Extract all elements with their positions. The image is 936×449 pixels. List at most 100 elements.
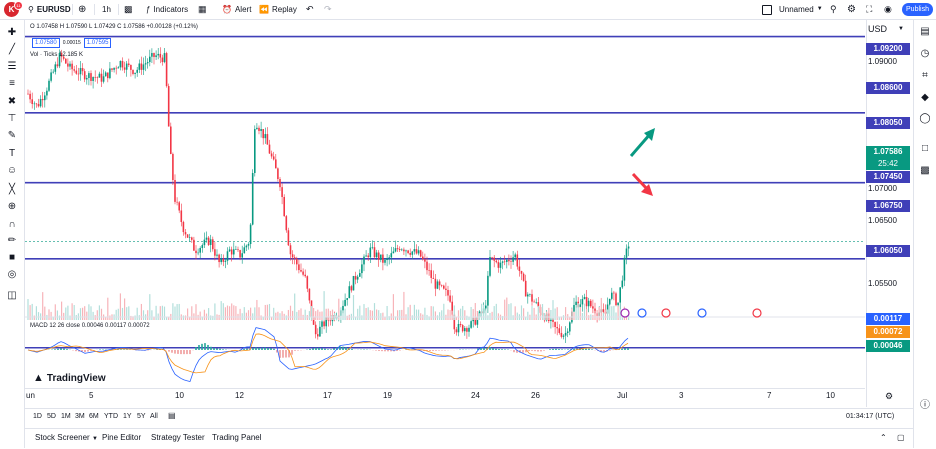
range-all-button[interactable]: All — [150, 413, 158, 420]
volume-bar — [128, 306, 129, 320]
candle-body — [183, 222, 185, 232]
volume-bar — [363, 304, 364, 320]
settings-gear-icon[interactable]: ⚙ — [847, 3, 856, 16]
tab-strategy-tester[interactable]: Strategy Tester — [151, 433, 205, 442]
utc-clock[interactable]: 01:34:17 (UTC) — [846, 413, 894, 420]
zoom-in-icon[interactable]: ⊕ — [6, 201, 18, 213]
range-3m-button[interactable]: 3M — [75, 413, 85, 420]
camera-icon[interactable]: ◉ — [884, 3, 892, 16]
layers-icon[interactable]: ◆ — [919, 92, 931, 104]
eye-icon[interactable]: ◎ — [6, 269, 18, 281]
macd-histogram-bar — [252, 348, 254, 350]
trash-icon[interactable]: ◫ — [6, 290, 18, 302]
volume-bar — [313, 308, 314, 320]
economic-event-marker[interactable] — [698, 309, 706, 317]
macd-histogram-bar — [174, 350, 176, 354]
lock-icon[interactable]: ■ — [6, 252, 18, 264]
volume-bar — [412, 315, 413, 320]
price-chart-canvas[interactable] — [25, 20, 865, 407]
range-5d-button[interactable]: 5D — [47, 413, 56, 420]
ruler-icon[interactable]: ╳ — [6, 184, 18, 196]
undo-icon[interactable]: ↶ — [306, 3, 314, 16]
candle-body — [374, 247, 376, 257]
symbol-search-button[interactable]: ⚲ EURUSD — [28, 3, 71, 16]
fullscreen-icon[interactable]: ⛶ — [866, 3, 872, 16]
interval-button[interactable]: 1h — [102, 3, 111, 16]
candle-body — [92, 77, 94, 81]
pencil-lock-icon[interactable]: ✏ — [6, 235, 18, 247]
maximize-panel-icon[interactable]: ▢ — [897, 433, 905, 442]
macd-histogram-bar — [312, 348, 314, 350]
candle-body — [260, 129, 262, 131]
economic-event-marker[interactable] — [753, 309, 761, 317]
range-6m-button[interactable]: 6M — [89, 413, 99, 420]
ideas-lightbulb-icon[interactable]: ◯ — [919, 113, 931, 125]
magnet-icon[interactable]: ∩ — [6, 219, 18, 231]
templates-icon[interactable]: ▦ — [198, 3, 207, 16]
volume-bar — [487, 315, 488, 320]
trend-line-icon[interactable]: ╱ — [6, 44, 18, 56]
candle-body — [31, 99, 33, 104]
candle-body — [508, 260, 510, 261]
candle-body — [36, 104, 38, 105]
horizontal-lines-icon[interactable]: ☰ — [6, 61, 18, 73]
macd-histogram-bar — [624, 348, 626, 350]
brush-icon[interactable]: ✎ — [6, 130, 18, 142]
economic-event-marker[interactable] — [662, 309, 670, 317]
macd-histogram-bar — [492, 348, 494, 350]
drawing-toolbar: ✚ ╱ ☰ ≡ ✖ ⊤ ✎ T ☺ ╳ ⊕ ∩ ✏ ■ ◎ ◫ — [0, 20, 25, 448]
alert-button[interactable]: ⏰ Alert — [222, 3, 251, 16]
bid-price[interactable]: 1.07580 — [32, 38, 60, 48]
range-ytd-button[interactable]: YTD — [104, 413, 118, 420]
compare-symbol-icon[interactable]: ⊕ — [78, 3, 86, 16]
range-1m-button[interactable]: 1M — [61, 413, 71, 420]
fib-retracement-icon[interactable]: ≡ — [6, 78, 18, 90]
crosshair-icon[interactable]: ✚ — [6, 27, 18, 39]
redo-icon[interactable]: ↷ — [324, 3, 332, 16]
macd-histogram-bar — [495, 349, 497, 350]
layout-menu-button[interactable]: Unnamed ▼ — [762, 3, 823, 16]
candle-body — [559, 328, 561, 333]
tab-trading-panel[interactable]: Trading Panel — [212, 433, 262, 442]
calendar-icon[interactable]: ▩ — [919, 165, 931, 177]
pattern-icon[interactable]: ✖ — [6, 96, 18, 108]
volume-bar — [447, 309, 448, 320]
candle-body — [399, 249, 401, 250]
candle-body — [210, 239, 212, 245]
data-window-icon[interactable]: ⌗ — [919, 70, 931, 82]
collapse-panel-icon[interactable]: ⌃ — [880, 433, 887, 442]
text-icon[interactable]: T — [6, 148, 18, 160]
replay-button[interactable]: ⏪ Replay — [259, 3, 297, 16]
help-icon[interactable]: ⓘ — [919, 400, 931, 412]
emoji-icon[interactable]: ☺ — [6, 165, 18, 177]
tab-stock-screener[interactable]: Stock Screener ▼ — [35, 433, 98, 442]
watchlist-icon[interactable]: ▤ — [919, 26, 931, 38]
currency-label[interactable]: USD — [868, 24, 887, 34]
candle-body — [273, 156, 275, 159]
chat-icon[interactable]: □ — [919, 143, 931, 155]
tab-pine-editor[interactable]: Pine Editor — [102, 433, 141, 442]
range-1y-button[interactable]: 1Y — [123, 413, 132, 420]
publish-button[interactable]: Publish — [902, 3, 933, 16]
quick-search-icon[interactable]: ⚲ — [830, 3, 837, 16]
alerts-clock-icon[interactable]: ◷ — [919, 48, 931, 60]
candle-body — [229, 249, 231, 251]
axis-settings-icon[interactable]: ⚙ — [885, 391, 893, 402]
macd-histogram-bar — [207, 345, 209, 350]
candle-body — [38, 104, 40, 106]
chart-type-icon[interactable]: ▩ — [124, 3, 133, 16]
volume-bar — [542, 304, 543, 320]
ask-price[interactable]: 1.07595 — [84, 38, 112, 48]
goto-date-icon[interactable]: ▤ — [168, 411, 176, 420]
candle-body — [624, 258, 626, 281]
bid-ask-box[interactable]: 1.07580 0.00015 1.07595 — [32, 38, 111, 48]
range-1d-button[interactable]: 1D — [33, 413, 42, 420]
economic-event-marker[interactable] — [621, 309, 629, 317]
forecast-icon[interactable]: ⊤ — [6, 113, 18, 125]
economic-event-marker[interactable] — [638, 309, 646, 317]
range-5y-button[interactable]: 5Y — [137, 413, 146, 420]
indicators-button[interactable]: ƒ Indicators — [146, 3, 188, 16]
candle-body — [202, 245, 204, 248]
candle-body — [176, 202, 178, 203]
candle-body — [145, 63, 147, 64]
